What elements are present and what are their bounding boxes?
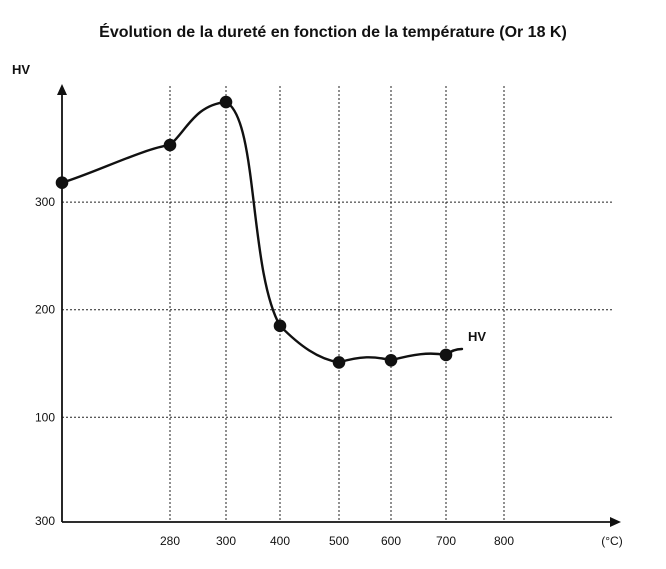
y-axis-arrow <box>57 84 67 95</box>
points-layer <box>55 95 453 369</box>
chart-title: Évolution de la dureté en fonction de la… <box>99 22 567 41</box>
data-point-6 <box>439 348 453 362</box>
data-point-4 <box>332 356 346 369</box>
x-tick-label-600: 600 <box>381 534 401 548</box>
x-tick-label-300: 300 <box>216 534 236 548</box>
series-layer <box>60 100 464 364</box>
x-tick-label-500: 500 <box>329 534 349 548</box>
x-tick-label-700: 700 <box>436 534 456 548</box>
tick-labels-layer: 280 300 400 500 600 700 800 300 200 100 300 <box>35 195 514 548</box>
x-tick-label-400: 400 <box>270 534 290 548</box>
data-point-5 <box>384 353 398 367</box>
x-tick-label-800: 800 <box>494 534 514 548</box>
data-point-0 <box>55 176 69 190</box>
series-name-label: HV <box>468 329 486 344</box>
grid-layer <box>62 86 614 522</box>
y-tick-label-200: 200 <box>35 303 55 317</box>
data-point-3 <box>273 319 287 333</box>
y-origin-label: 300 <box>35 514 55 528</box>
x-tick-label-280: 280 <box>160 534 180 548</box>
series-line-hv <box>60 100 464 364</box>
y-axis-label: HV <box>12 62 30 77</box>
data-point-1 <box>163 138 177 152</box>
y-tick-label-100: 100 <box>35 410 55 424</box>
data-point-2 <box>219 95 233 109</box>
y-tick-label-300: 300 <box>35 195 55 209</box>
axes-layer <box>57 84 621 527</box>
x-axis-label: (°C) <box>601 534 622 548</box>
x-axis-arrow <box>610 517 621 527</box>
